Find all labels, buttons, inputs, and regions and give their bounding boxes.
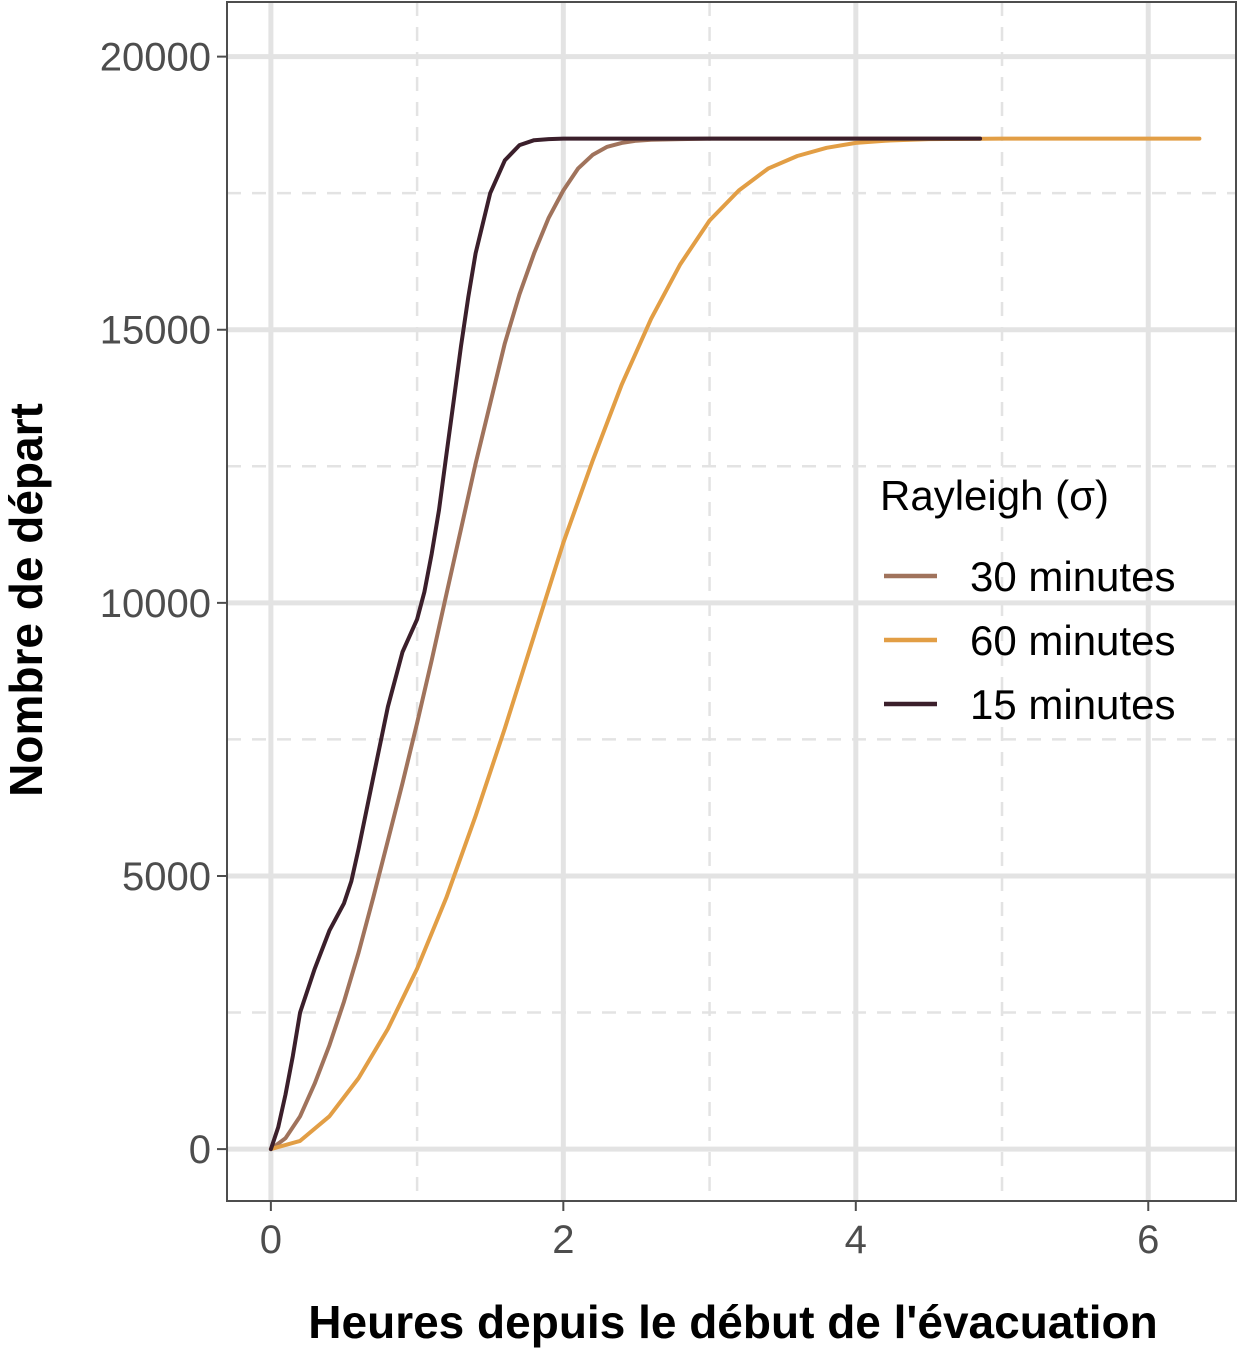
legend-label: 15 minutes [970, 681, 1175, 728]
y-axis-title: Nombre de départ [0, 403, 52, 797]
x-tick-label: 4 [845, 1218, 867, 1262]
legend-title: Rayleigh (σ) [880, 472, 1109, 519]
axes: 0 2 4 6 0 5000 10000 15000 20000 [100, 36, 1160, 1262]
legend-items: 30 minutes 60 minutes 15 minutes [884, 553, 1175, 728]
y-tick-label: 5000 [122, 855, 211, 899]
y-tick-label: 15000 [100, 309, 211, 353]
legend: Rayleigh (σ) 30 minutes 60 minutes 15 minu… [880, 472, 1175, 728]
grid [227, 2, 1236, 1201]
x-tick-label: 6 [1137, 1218, 1159, 1262]
legend-label: 30 minutes [970, 553, 1175, 600]
panel-border [226, 1, 1237, 1202]
y-tick-label: 20000 [100, 36, 211, 80]
legend-label: 60 minutes [970, 617, 1175, 664]
x-axis-title: Heures depuis le début de l'évacuation [308, 1296, 1157, 1348]
series-line [268, 136, 983, 1152]
x-tick-label: 2 [552, 1218, 574, 1262]
x-tick-label: 0 [260, 1218, 282, 1262]
y-tick-label: 10000 [100, 582, 211, 626]
series-lines [268, 136, 1202, 1152]
y-tick-label: 0 [189, 1128, 211, 1172]
